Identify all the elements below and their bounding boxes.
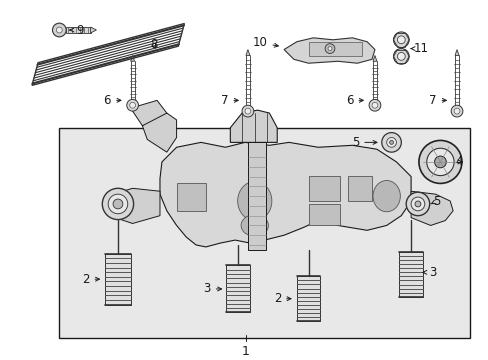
Circle shape	[453, 108, 459, 114]
Text: 11: 11	[410, 42, 428, 55]
Polygon shape	[230, 110, 277, 143]
Text: 6: 6	[103, 94, 121, 107]
Ellipse shape	[237, 181, 271, 221]
Bar	[176, 183, 205, 211]
Polygon shape	[284, 38, 374, 63]
Circle shape	[371, 102, 377, 108]
Text: 6: 6	[345, 94, 363, 107]
Circle shape	[386, 138, 396, 147]
Circle shape	[406, 192, 429, 216]
Circle shape	[56, 27, 62, 33]
Polygon shape	[410, 191, 452, 225]
Circle shape	[418, 140, 461, 183]
Circle shape	[368, 99, 380, 111]
Circle shape	[325, 44, 334, 54]
Text: 3: 3	[203, 283, 221, 296]
Circle shape	[393, 49, 408, 64]
Circle shape	[414, 201, 420, 207]
Circle shape	[397, 36, 405, 44]
Polygon shape	[160, 143, 410, 247]
Circle shape	[450, 105, 462, 117]
Bar	[347, 176, 371, 201]
Circle shape	[397, 53, 405, 60]
Bar	[308, 204, 339, 225]
Circle shape	[426, 148, 453, 176]
Text: 10: 10	[252, 36, 278, 49]
Bar	[247, 143, 265, 250]
Polygon shape	[108, 188, 160, 224]
Circle shape	[52, 23, 66, 37]
Bar	[308, 42, 362, 57]
Text: 7: 7	[221, 94, 238, 107]
Polygon shape	[142, 113, 176, 152]
Text: 5: 5	[351, 136, 376, 149]
Ellipse shape	[241, 215, 268, 236]
Polygon shape	[245, 50, 249, 55]
Circle shape	[102, 188, 133, 220]
Circle shape	[126, 99, 138, 111]
Text: 1: 1	[242, 345, 249, 357]
Circle shape	[108, 194, 127, 214]
Text: 5: 5	[430, 194, 440, 207]
Bar	[66, 27, 90, 33]
Text: 3: 3	[422, 266, 436, 279]
Polygon shape	[90, 27, 96, 33]
Circle shape	[434, 156, 446, 168]
Bar	[105, 254, 130, 305]
Circle shape	[389, 140, 393, 144]
Polygon shape	[372, 55, 376, 61]
Polygon shape	[130, 55, 134, 61]
Circle shape	[129, 102, 135, 108]
Circle shape	[113, 199, 122, 209]
Bar	[399, 252, 422, 297]
Bar	[226, 265, 249, 312]
Circle shape	[242, 105, 253, 117]
Text: 8: 8	[150, 38, 157, 51]
Text: 7: 7	[428, 94, 446, 107]
Circle shape	[327, 47, 331, 50]
Circle shape	[381, 132, 401, 152]
Circle shape	[393, 32, 408, 48]
Bar	[308, 176, 339, 201]
Text: 4: 4	[454, 156, 462, 168]
Text: 9: 9	[70, 23, 83, 36]
Ellipse shape	[372, 180, 400, 212]
Circle shape	[410, 197, 424, 211]
Bar	[59, 128, 469, 338]
Text: 2: 2	[273, 292, 290, 305]
Text: 2: 2	[82, 273, 99, 286]
Circle shape	[244, 108, 250, 114]
Polygon shape	[130, 100, 166, 126]
Polygon shape	[454, 50, 458, 55]
Bar	[296, 276, 320, 321]
